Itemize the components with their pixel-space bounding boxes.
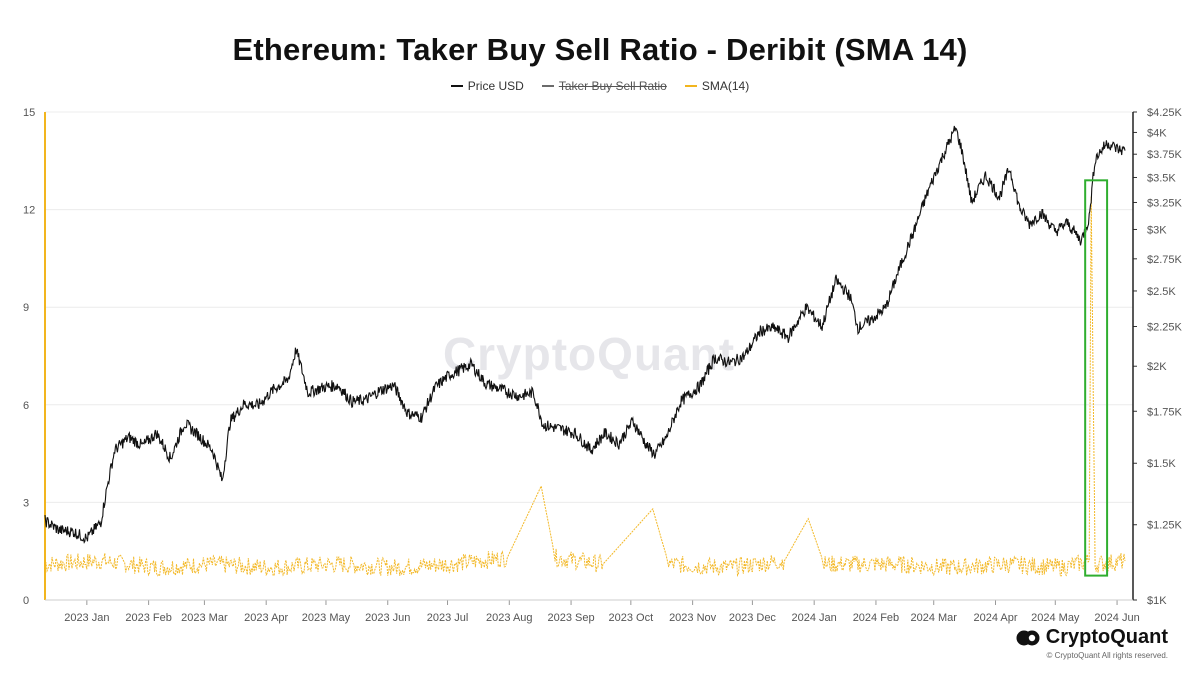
- y-right-tick-label: $1K: [1147, 595, 1167, 607]
- legend-item-ratio[interactable]: Taker Buy Sell Ratio: [541, 79, 667, 93]
- x-tick-label: 2023 Oct: [609, 612, 654, 624]
- highlight-box: [1084, 179, 1109, 577]
- x-tick-label: 2023 Jan: [64, 612, 109, 624]
- chart-legend: Price USD Taker Buy Sell Ratio SMA(14): [0, 79, 1200, 93]
- legend-item-price[interactable]: Price USD: [450, 79, 524, 93]
- copyright-text: © CryptoQuant All rights reserved.: [1046, 651, 1169, 660]
- x-tick-label: 2023 Jun: [365, 612, 410, 624]
- brand-logo: CryptoQuant: [1016, 626, 1168, 649]
- y-left-tick-label: 15: [23, 107, 35, 119]
- x-tick-label: 2024 Apr: [973, 612, 1017, 624]
- x-tick-label: 2023 Sep: [548, 612, 595, 624]
- y-right-tick-label: $3.5K: [1147, 172, 1176, 184]
- x-tick-label: 2024 Mar: [910, 612, 957, 624]
- legend-label-sma: SMA(14): [701, 79, 750, 93]
- brand-name: CryptoQuant: [1045, 626, 1168, 648]
- y-left-tick-label: 6: [23, 400, 29, 412]
- cryptoquant-logo-icon: [1016, 630, 1040, 645]
- x-tick-label: 2023 Dec: [729, 612, 777, 624]
- x-tick-label: 2024 Jun: [1094, 612, 1139, 624]
- y-right-tick-label: $2.5K: [1147, 286, 1176, 298]
- x-tick-label: 2023 Feb: [125, 612, 171, 624]
- legend-label-ratio: Taker Buy Sell Ratio: [558, 79, 667, 93]
- legend-swatch-price: [450, 85, 463, 87]
- y-left-tick-label: 9: [23, 302, 29, 314]
- price-usd-line: [44, 125, 1126, 544]
- x-tick-label: 2023 May: [302, 612, 351, 624]
- y-right-tick-label: $2.25K: [1147, 321, 1183, 333]
- y-right-tick-label: $1.75K: [1147, 406, 1183, 418]
- sma-14-line: [44, 196, 1126, 578]
- y-right-tick-label: $1.5K: [1147, 458, 1176, 470]
- x-tick-label: 2023 Nov: [669, 612, 717, 624]
- legend-item-sma[interactable]: SMA(14): [684, 79, 750, 93]
- legend-swatch-sma: [684, 85, 697, 87]
- x-tick-label: 2023 Jul: [427, 612, 469, 624]
- y-right-tick-label: $4K: [1147, 127, 1167, 139]
- legend-label-price: Price USD: [467, 79, 524, 93]
- y-right-tick-label: $2K: [1147, 361, 1167, 373]
- x-tick-label: 2023 Aug: [486, 612, 533, 624]
- y-left-tick-label: 12: [23, 205, 35, 217]
- x-tick-label: 2024 Jan: [792, 612, 837, 624]
- y-right-tick-label: $2.75K: [1147, 254, 1183, 266]
- y-right-tick-label: $3.75K: [1147, 149, 1183, 161]
- y-right-tick-label: $3.25K: [1147, 197, 1183, 209]
- watermark-text: CryptoQuant: [443, 328, 735, 380]
- x-tick-label: 2023 Apr: [244, 612, 288, 624]
- chart-title: Ethereum: Taker Buy Sell Ratio - Deribit…: [232, 32, 968, 67]
- x-tick-label: 2024 Feb: [853, 612, 899, 624]
- x-tick-label: 2023 Mar: [181, 612, 228, 624]
- y-right-tick-label: $1.25K: [1147, 520, 1183, 532]
- y-right-tick-label: $4.25K: [1147, 107, 1183, 119]
- x-tick-label: 2024 May: [1031, 612, 1080, 624]
- y-right-tick-label: $3K: [1147, 224, 1167, 236]
- y-left-tick-label: 3: [23, 497, 29, 509]
- legend-swatch-ratio: [541, 85, 554, 87]
- y-left-tick-label: 0: [23, 595, 29, 607]
